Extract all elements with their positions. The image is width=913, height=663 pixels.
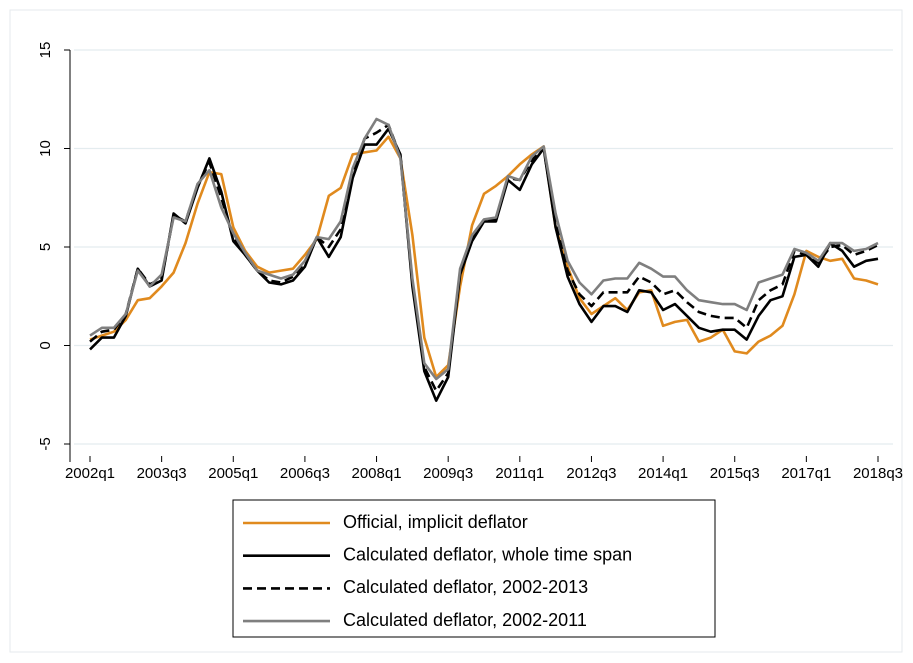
x-tick-label: 2006q3 — [280, 465, 330, 482]
legend-label: Calculated deflator, 2002-2011 — [343, 610, 587, 630]
legend-label: Official, implicit deflator — [343, 512, 528, 532]
series-line — [89, 135, 879, 379]
y-tick-label: 0 — [37, 341, 54, 349]
legend-label: Calculated deflator, whole time span — [343, 544, 632, 564]
x-tick-label: 2015q3 — [710, 465, 760, 482]
x-tick-label: 2014q1 — [638, 465, 688, 482]
x-tick-label: 2008q1 — [352, 465, 402, 482]
y-tick-label: -5 — [37, 437, 54, 450]
x-tick-label: 2005q1 — [208, 465, 258, 482]
y-tick-label: 5 — [37, 243, 54, 251]
x-tick-label: 2017q1 — [781, 465, 831, 482]
x-tick-label: 2012q3 — [566, 465, 616, 482]
x-tick-label: 2002q1 — [65, 465, 115, 482]
legend: Official, implicit deflator Calculated de… — [232, 499, 716, 638]
plot-area: -5 0 5 10 15 2002q1 2003q3 2005q1 2006q3 2008q1 20… — [37, 42, 903, 482]
y-tick-label: 15 — [37, 42, 54, 59]
x-tick-label: 2011q1 — [495, 465, 544, 482]
legend-label: Calculated deflator, 2002-2013 — [343, 577, 588, 597]
y-tick-label: 10 — [37, 140, 54, 157]
x-tick-label: 2018q3 — [853, 465, 903, 482]
x-tick-label: 2003q3 — [137, 465, 187, 482]
series-line — [89, 117, 879, 381]
x-tick-label: 2009q3 — [423, 465, 473, 482]
